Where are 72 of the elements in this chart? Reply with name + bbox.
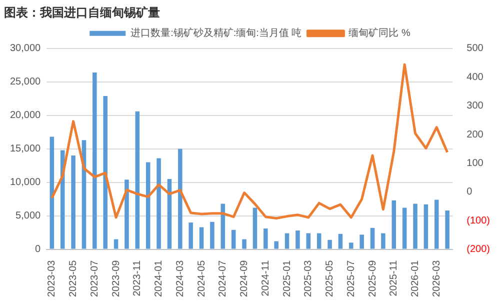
bar: [370, 228, 375, 249]
x-tick-label: 2024-07: [218, 260, 229, 298]
bar: [328, 240, 332, 249]
chart-title: 图表：我国进口自缅甸锡矿量: [4, 6, 160, 20]
bar: [92, 72, 97, 249]
bar: [434, 200, 439, 249]
bar: [242, 239, 246, 249]
y-tick-label: 10,000: [10, 177, 42, 188]
bar: [50, 136, 54, 249]
bar: [231, 230, 236, 249]
bar: [349, 242, 354, 249]
x-tick-label: 2024-05: [196, 260, 208, 298]
bar: [252, 208, 258, 249]
bar: [210, 222, 214, 249]
x-tick-label: 2024-03: [174, 260, 186, 298]
legend-label: 缅甸矿同比 %: [348, 27, 410, 40]
bar: [199, 227, 204, 249]
y2-tick-label: 300: [466, 100, 484, 112]
y2-tick-label: 500: [466, 43, 484, 54]
bar: [445, 210, 450, 249]
y2-tick-label: 100: [466, 158, 484, 169]
x-tick-label: 2024-09: [239, 260, 250, 298]
x-tick-label: 2025-03: [303, 260, 314, 298]
bar: [402, 208, 407, 249]
y2-tick-label: 400: [466, 72, 484, 83]
bar: [188, 222, 193, 249]
x-tick-label: 2023-07: [89, 260, 100, 298]
bar: [135, 111, 140, 249]
bar: [316, 233, 322, 249]
x-tick-label: 2026-01: [410, 260, 422, 298]
bar: [360, 234, 364, 249]
bar: [178, 148, 182, 249]
bar: [338, 234, 343, 249]
bar: [124, 180, 129, 249]
x-tick-label: 2024-01: [154, 260, 165, 298]
x-tick-label: 2023-09: [110, 260, 122, 298]
bar: [114, 239, 118, 249]
x-tick-label: 2023-03: [46, 260, 58, 298]
bar: [381, 233, 386, 249]
x-tick-label: 2023-05: [68, 260, 80, 298]
x-tick-label: 2024-11: [260, 260, 272, 296]
x-tick-label: 2025-11: [388, 260, 400, 296]
y-tick-label: 15,000: [10, 144, 42, 155]
bar: [167, 178, 172, 249]
y-tick-label: 5,000: [16, 210, 42, 222]
x-tick-label: 2025-07: [346, 260, 357, 298]
bar: [413, 204, 418, 249]
bar: [274, 241, 278, 249]
bar: [71, 156, 76, 249]
bar: [284, 233, 290, 249]
bar: [156, 158, 161, 249]
legend-label: 进口数量:锡矿砂及精矿:缅甸:当月值 吨: [130, 27, 302, 40]
bar: [306, 233, 311, 249]
x-tick-label: 2023-11: [132, 260, 144, 296]
y-tick-label: 30,000: [10, 43, 42, 54]
x-tick-label: 2025-05: [324, 260, 336, 298]
x-tick-label: 2025-01: [282, 260, 293, 298]
y2-tick-label: 200: [466, 129, 484, 140]
bar: [424, 204, 428, 249]
bar: [146, 162, 150, 249]
y-tick-label: 20,000: [10, 110, 42, 122]
x-tick-label: 2025-09: [367, 260, 378, 298]
bar: [264, 228, 268, 249]
y2-tick-label: (100): [466, 215, 490, 226]
x-tick-label: 2026-03: [431, 260, 442, 298]
bar: [296, 230, 300, 249]
bar: [103, 96, 108, 249]
y2-tick-label: (200): [466, 244, 490, 256]
y2-tick-label: 0: [466, 186, 473, 198]
bar: [392, 200, 396, 249]
y-tick-label: 0: [35, 244, 42, 256]
y-tick-label: 25,000: [10, 76, 42, 88]
